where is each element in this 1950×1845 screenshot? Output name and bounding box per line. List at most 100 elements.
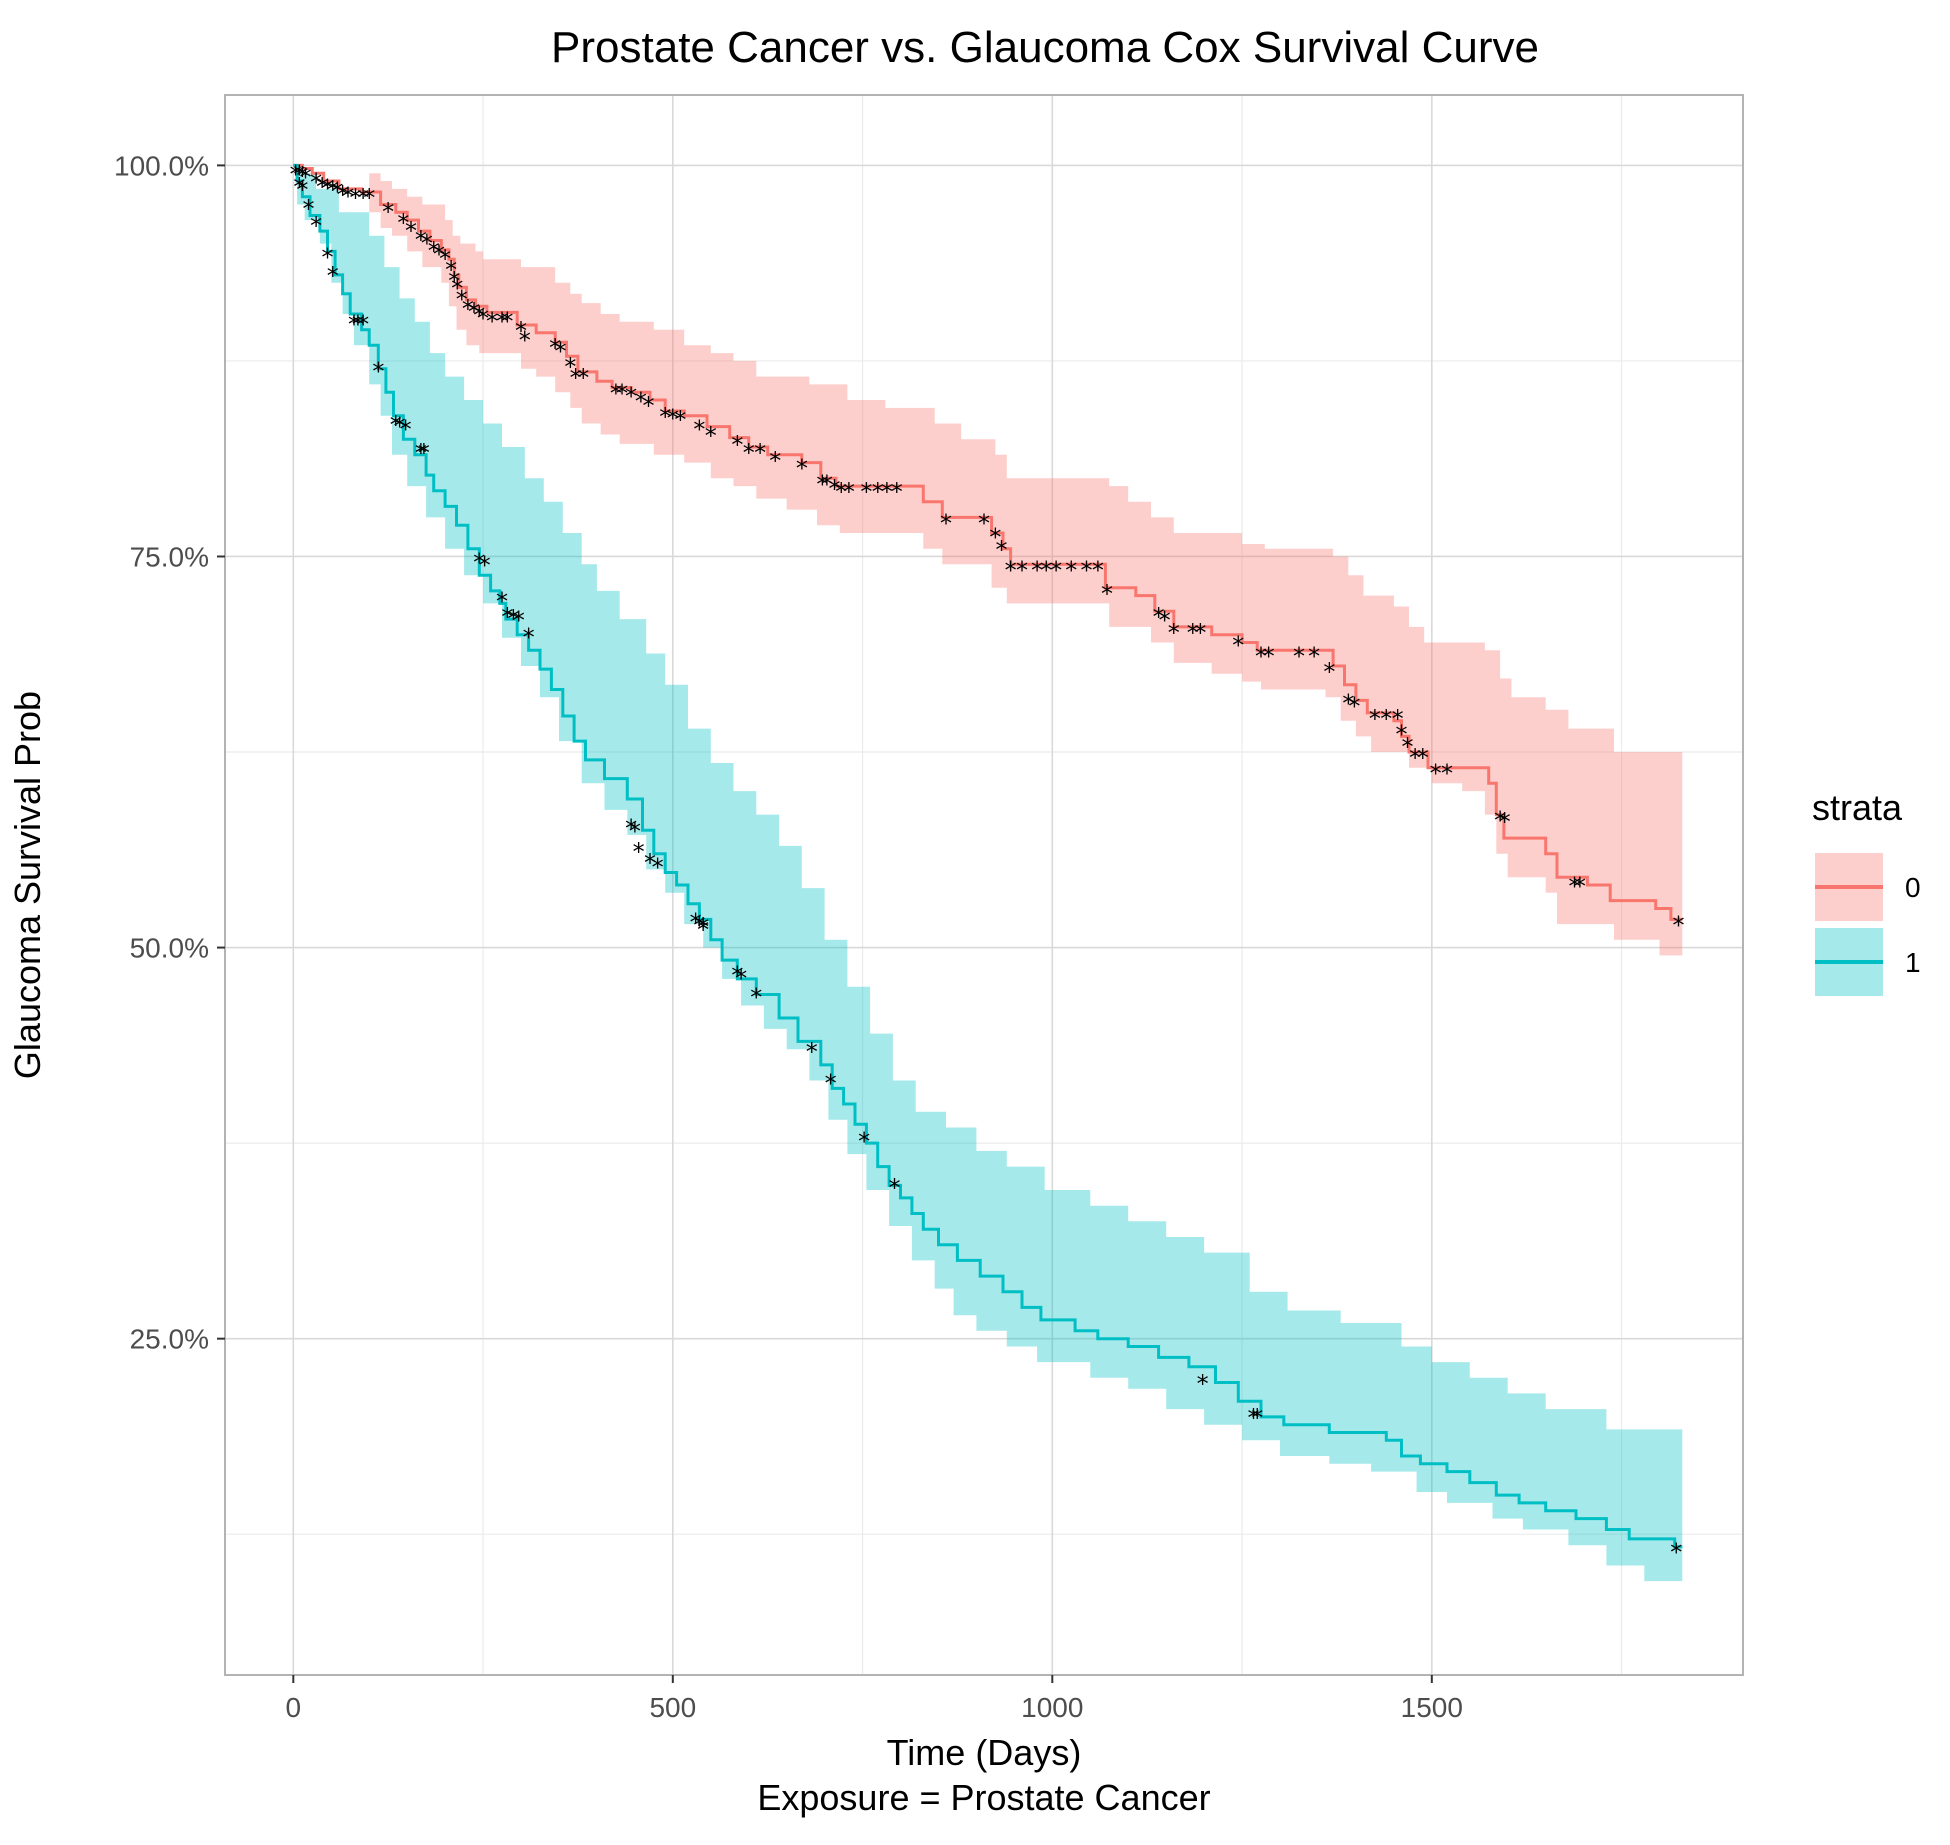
censor-mark-0-52: * (754, 439, 766, 467)
censor-mark-0-21: * (439, 245, 451, 273)
survival-lines (293, 163, 1683, 1549)
censor-mark-0-79: * (1168, 619, 1180, 647)
censor-mark-0-15: * (397, 209, 409, 237)
censor-mark-0-43: * (635, 387, 647, 415)
censor-mark-1-32: * (735, 965, 747, 993)
censor-mark-1-4: * (321, 243, 333, 271)
censor-mark-0-1: * (293, 161, 305, 189)
legend-title: strata (1812, 787, 1903, 828)
confidence-band-1 (293, 165, 1683, 1593)
censor-mark-0-74: * (1080, 556, 1092, 584)
censor-mark-0-60: * (860, 478, 872, 506)
censor-mark-1-26: * (652, 854, 664, 882)
censor-mark-0-27: * (468, 298, 480, 326)
censor-mark-0-17: * (415, 226, 427, 254)
censor-mark-0-26: * (462, 295, 474, 323)
censor-mark-0-4: * (310, 168, 322, 196)
confidence-bands (293, 165, 1683, 1593)
x-tick-label-1: 500 (649, 1692, 696, 1723)
censor-mark-0-3: * (299, 164, 311, 192)
x-tick-label-0: 0 (286, 1692, 302, 1723)
censor-mark-1-11: * (394, 412, 406, 440)
censor-mark-0-58: * (835, 478, 847, 506)
y-axis-ticks: 25.0% 50.0% 75.0% 100.0% (114, 150, 225, 1355)
censor-mark-0-62: * (881, 478, 893, 506)
y-tick-label-2: 75.0% (130, 541, 209, 572)
censor-mark-1-0: * (293, 173, 305, 201)
y-tick-label-0: 25.0% (130, 1324, 209, 1355)
censor-mark-0-69: * (1016, 556, 1028, 584)
censor-mark-0-68: * (1005, 556, 1017, 584)
censor-mark-0-89: * (1348, 692, 1360, 720)
censor-mark-0-101: * (1569, 872, 1581, 900)
censor-mark-0-0: * (290, 161, 302, 189)
censor-mark-0-30: * (486, 308, 498, 336)
x-tick-label-3: 1500 (1401, 1692, 1463, 1723)
censor-mark-0-25: * (456, 286, 468, 314)
censor-mark-1-22: * (625, 814, 637, 842)
censor-mark-0-32: * (501, 308, 513, 336)
censor-mark-0-38: * (570, 364, 582, 392)
censor-mark-0-55: * (816, 470, 828, 498)
censor-mark-1-2: * (302, 195, 314, 223)
censor-mark-0-63: * (891, 478, 903, 506)
censor-mark-0-91: * (1380, 705, 1392, 733)
censor-mark-0-97: * (1430, 760, 1442, 788)
censor-mark-1-14: * (418, 439, 430, 467)
confidence-band-0 (293, 165, 1683, 979)
censor-mark-0-37: * (564, 353, 576, 381)
censor-mark-0-36: * (554, 337, 566, 365)
censor-mark-1-13: * (415, 439, 427, 467)
y-tick-label-3: 100.0% (114, 150, 209, 181)
censor-mark-0-54: * (796, 455, 808, 483)
censor-mark-0-90: * (1369, 705, 1381, 733)
censor-mark-0-80: * (1187, 619, 1199, 647)
censor-mark-1-35: * (825, 1069, 837, 1097)
censor-mark-0-67: * (995, 536, 1007, 564)
x-axis-ticks: 0 500 1000 1500 (286, 1675, 1463, 1723)
censor-mark-0-6: * (321, 175, 333, 203)
censor-mark-0-103: * (1672, 911, 1684, 939)
censor-mark-0-5: * (316, 173, 328, 201)
censor-mark-0-8: * (331, 178, 343, 206)
censor-mark-0-82: * (1232, 631, 1244, 659)
censor-mark-1-19: * (507, 605, 519, 633)
x-axis-title: Time (Days) (887, 1732, 1082, 1773)
censor-mark-0-57: * (828, 475, 840, 503)
censor-mark-0-11: * (350, 184, 362, 212)
censor-mark-1-33: * (750, 983, 762, 1011)
censor-mark-0-77: * (1153, 603, 1165, 631)
legend-label-1: 1 (1905, 947, 1921, 978)
censor-mark-0-98: * (1441, 760, 1453, 788)
censor-mark-0-24: * (451, 275, 463, 303)
censor-mark-0-56: * (821, 470, 833, 498)
censor-mark-0-18: * (421, 229, 433, 257)
y-axis-title: Glaucoma Survival Prob (7, 691, 48, 1079)
censor-mark-0-13: * (363, 184, 375, 212)
censor-mark-0-85: * (1293, 642, 1305, 670)
censor-marks: *************** ****************** ** *****… (290, 161, 1685, 1567)
censor-mark-0-33: * (515, 317, 527, 345)
censor-mark-0-71: * (1040, 556, 1052, 584)
censor-mark-0-86: * (1308, 642, 1320, 670)
censor-mark-0-81: * (1194, 619, 1206, 647)
x-tick-label-2: 1000 (1021, 1692, 1083, 1723)
censor-mark-1-41: * (1670, 1539, 1682, 1567)
censor-mark-0-39: * (577, 364, 589, 392)
censor-mark-0-29: * (477, 304, 489, 332)
censor-mark-0-78: * (1159, 606, 1171, 634)
censor-mark-0-88: * (1342, 689, 1354, 717)
censor-mark-0-23: * (448, 267, 460, 295)
censor-mark-0-51: * (743, 439, 755, 467)
censor-mark-1-37: * (888, 1174, 900, 1202)
censor-mark-1-29: * (697, 913, 709, 941)
x-axis-subtitle: Exposure = Prostate Cancer (757, 1777, 1210, 1818)
censor-mark-1-8: * (357, 311, 369, 339)
censor-mark-0-92: * (1392, 705, 1404, 733)
censor-mark-0-42: * (625, 383, 637, 411)
censor-mark-0-49: * (705, 422, 717, 450)
censor-mark-0-95: * (1409, 744, 1421, 772)
censor-mark-0-45: * (659, 403, 671, 431)
censor-mark-0-34: * (519, 326, 531, 354)
panel-border (224, 94, 1744, 1676)
